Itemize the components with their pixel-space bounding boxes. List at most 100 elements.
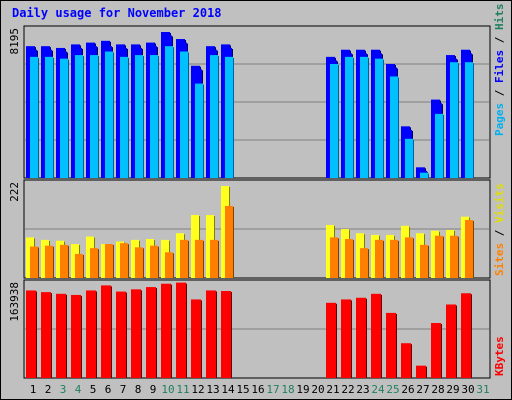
bar-pages-day-1	[30, 56, 38, 178]
bar-pages-day-14	[225, 56, 233, 178]
bar-kbytes-day-30	[461, 293, 471, 378]
bar-kbytes-day-27	[416, 365, 426, 378]
bar-kbytes-day-22	[341, 299, 351, 378]
bar-sites-day-9	[150, 245, 158, 278]
bar-pages-day-7	[120, 56, 128, 178]
x-tick-label: 2	[45, 383, 52, 396]
x-tick-label: 1	[30, 383, 37, 396]
x-tick-label: 27	[416, 383, 429, 396]
x-tick-label: 17	[266, 383, 279, 396]
bar-pages-day-26	[405, 138, 413, 178]
x-tick-label: 28	[431, 383, 444, 396]
bar-pages-day-28	[435, 113, 443, 178]
bottom-series-label: KBytes	[493, 336, 506, 376]
bar-kbytes-day-11	[176, 282, 186, 378]
y-max-label: 222	[8, 182, 21, 202]
bar-kbytes-day-8	[131, 289, 141, 378]
bar-sites-day-7	[120, 243, 128, 278]
bar-kbytes-day-5	[86, 290, 96, 378]
bar-kbytes-day-23	[356, 297, 366, 378]
x-tick-label: 18	[281, 383, 294, 396]
bar-kbytes-day-13	[206, 290, 216, 378]
bar-sites-day-26	[405, 237, 413, 278]
bar-sites-day-22	[345, 239, 353, 278]
bar-kbytes-day-2	[41, 292, 51, 378]
bar-kbytes-day-29	[446, 304, 456, 378]
bar-kbytes-day-10	[161, 283, 171, 378]
bar-sites-day-14	[225, 205, 233, 278]
x-tick-label: 26	[401, 383, 414, 396]
x-tick-label: 13	[206, 383, 219, 396]
middle-series-label: Sites / Visits	[493, 183, 506, 276]
x-tick-label: 16	[251, 383, 264, 396]
bar-pages-day-22	[345, 56, 353, 178]
x-tick-label: 9	[150, 383, 157, 396]
bar-kbytes-day-6	[101, 285, 111, 378]
x-tick-label: 19	[296, 383, 309, 396]
bar-pages-day-12	[195, 83, 203, 178]
x-tick-label: 30	[461, 383, 474, 396]
bar-sites-day-13	[210, 239, 218, 278]
bar-kbytes-day-3	[56, 293, 66, 378]
bar-pages-day-23	[360, 56, 368, 178]
bar-sites-day-27	[420, 244, 428, 278]
x-tick-label: 8	[135, 383, 142, 396]
x-tick-label: 25	[386, 383, 399, 396]
bar-sites-day-5	[90, 248, 98, 278]
x-tick-label: 11	[176, 383, 189, 396]
bar-kbytes-day-4	[71, 294, 81, 378]
bar-pages-day-24	[375, 58, 383, 178]
bar-kbytes-day-9	[146, 287, 156, 378]
bar-pages-day-13	[210, 55, 218, 179]
x-tick-label: 12	[191, 383, 204, 396]
bar-sites-day-11	[180, 239, 188, 278]
bar-pages-day-6	[105, 51, 113, 178]
bar-sites-day-30	[465, 219, 473, 278]
bar-kbytes-day-28	[431, 323, 441, 378]
chart-title: Daily usage for November 2018	[12, 6, 222, 20]
bar-pages-day-25	[390, 76, 398, 178]
bar-kbytes-day-1	[26, 290, 36, 378]
bar-kbytes-day-21	[326, 302, 336, 378]
x-tick-label: 7	[120, 383, 127, 396]
bar-sites-day-23	[360, 248, 368, 278]
bar-sites-day-1	[30, 246, 38, 278]
x-tick-label: 5	[90, 383, 97, 396]
bar-sites-day-8	[135, 247, 143, 278]
bar-pages-day-10	[165, 46, 173, 178]
bar-kbytes-day-12	[191, 299, 201, 378]
bar-pages-day-2	[45, 56, 53, 178]
bar-kbytes-day-7	[116, 291, 126, 378]
x-tick-label: 23	[356, 383, 369, 396]
bar-sites-day-29	[450, 235, 458, 278]
bar-pages-day-11	[180, 51, 188, 178]
y-max-label: 163938	[8, 282, 21, 322]
bar-pages-day-27	[420, 172, 428, 178]
bar-kbytes-day-25	[386, 312, 396, 378]
x-tick-label: 4	[75, 383, 82, 396]
bar-sites-day-4	[75, 253, 83, 278]
bar-pages-day-5	[90, 55, 98, 179]
bar-kbytes-day-24	[371, 293, 381, 378]
x-tick-label: 29	[446, 383, 459, 396]
bar-pages-day-29	[450, 62, 458, 179]
x-tick-label: 10	[161, 383, 174, 396]
bar-sites-day-2	[45, 245, 53, 278]
bar-sites-day-10	[165, 252, 173, 278]
bar-kbytes-day-14	[221, 291, 231, 378]
bar-pages-day-3	[60, 58, 68, 178]
x-tick-label: 24	[371, 383, 385, 396]
bar-pages-day-4	[75, 55, 83, 179]
bar-sites-day-24	[375, 239, 383, 278]
x-tick-label: 6	[105, 383, 112, 396]
bar-sites-day-6	[105, 244, 113, 278]
bar-sites-day-12	[195, 239, 203, 278]
x-tick-label: 15	[236, 383, 249, 396]
x-tick-label: 21	[326, 383, 339, 396]
bar-pages-day-8	[135, 55, 143, 179]
y-max-label: 8195	[8, 28, 21, 55]
bar-pages-day-21	[330, 63, 338, 178]
x-tick-label: 31	[476, 383, 489, 396]
top-series-label: Pages / Files / Hits	[493, 4, 506, 137]
